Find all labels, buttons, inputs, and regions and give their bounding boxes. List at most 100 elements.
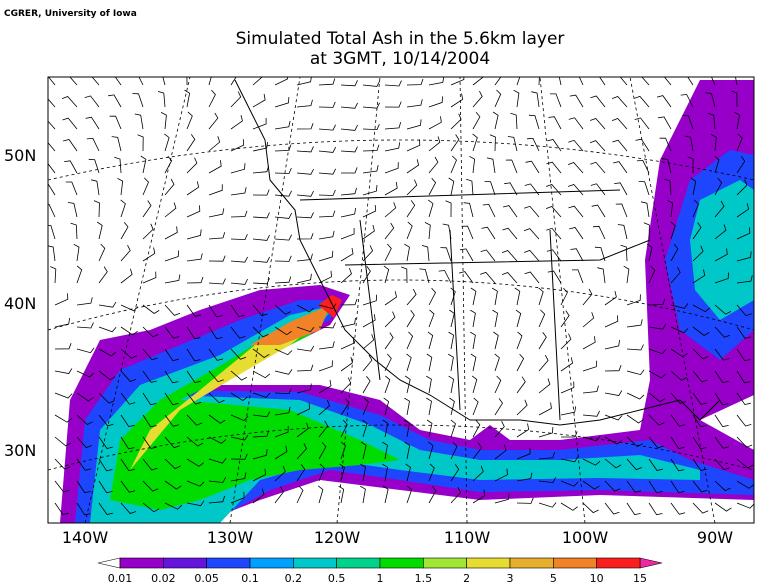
wind-barb	[384, 222, 395, 240]
wind-barb	[138, 77, 144, 86]
wind-barb	[548, 116, 562, 130]
wind-barb	[208, 458, 227, 464]
wind-barb	[401, 266, 408, 284]
wind-barb	[692, 245, 704, 262]
wind-barb	[384, 332, 394, 350]
wind-barb	[76, 392, 94, 402]
wind-barb	[208, 477, 227, 483]
wind-barb	[670, 326, 689, 334]
wind-barb	[384, 375, 391, 394]
wind-barb	[384, 121, 402, 130]
wind-barb	[362, 204, 377, 218]
wind-barb	[472, 90, 483, 108]
wind-barb	[692, 392, 707, 405]
wind-barb	[230, 139, 245, 152]
wind-barb	[85, 116, 100, 130]
wind-barb	[48, 120, 56, 130]
wind-barb	[626, 436, 643, 447]
wind-barb	[91, 77, 100, 86]
wind-barb	[186, 304, 202, 317]
wind-barb	[208, 136, 221, 152]
wind-barb	[142, 200, 152, 218]
wind-barb	[164, 226, 178, 240]
wind-barb	[560, 333, 572, 350]
wind-barb	[450, 441, 458, 460]
wind-barb	[734, 111, 740, 130]
wind-barb	[731, 90, 738, 108]
wind-barb	[736, 133, 743, 152]
wind-barb	[186, 500, 205, 507]
wind-barb	[428, 96, 443, 108]
wind-barb	[274, 96, 290, 108]
wind-barb	[48, 224, 56, 240]
wind-barb	[208, 414, 226, 424]
wind-barb	[98, 436, 113, 449]
wind-barb	[164, 370, 179, 384]
wind-barb	[714, 155, 720, 174]
wind-barb	[670, 502, 686, 515]
wind-barb	[736, 480, 754, 489]
wind-barb	[568, 117, 584, 130]
wind-barb	[98, 458, 113, 472]
wind-barb	[472, 111, 481, 130]
wind-barb	[578, 77, 584, 86]
wind-barb	[48, 203, 56, 218]
wind-barb	[384, 142, 401, 152]
wind-barb	[120, 414, 135, 428]
wind-barb	[54, 502, 69, 515]
wind-barb	[208, 77, 212, 86]
wind-barb	[406, 288, 417, 306]
wind-barb	[538, 309, 546, 328]
wind-barb	[472, 133, 478, 152]
wind-barb	[648, 502, 663, 516]
wind-barb	[648, 436, 664, 449]
wind-barb	[108, 94, 122, 108]
wind-barb	[62, 117, 78, 130]
wind-barb	[692, 326, 710, 336]
wind-barb	[546, 249, 562, 262]
wind-barb	[48, 163, 56, 174]
wind-barb	[274, 445, 288, 460]
wind-barb	[493, 331, 499, 350]
wind-barb	[538, 402, 552, 416]
wind-barb	[162, 77, 166, 86]
wind-barb	[680, 94, 694, 108]
wind-barb	[208, 89, 216, 108]
wind-barb	[450, 419, 456, 438]
wind-barb	[670, 243, 679, 262]
wind-barb	[109, 115, 122, 130]
wind-barb	[714, 326, 731, 338]
wind-barb	[96, 221, 103, 240]
wind-barb	[448, 331, 455, 350]
wind-barb	[164, 348, 179, 362]
wind-barb	[705, 92, 716, 108]
wind-barb	[142, 326, 159, 338]
wind-barb	[274, 426, 289, 438]
wind-barb	[318, 463, 325, 482]
wind-barb	[406, 99, 423, 108]
wind-barb	[736, 203, 750, 218]
wind-barb	[114, 77, 122, 86]
wind-barb	[447, 353, 454, 372]
wind-barb	[98, 301, 117, 308]
wind-barb	[714, 414, 729, 428]
wind-barb	[615, 203, 628, 218]
wind-barb	[252, 488, 265, 504]
wind-barb	[692, 304, 711, 313]
wind-barb	[404, 441, 411, 460]
wind-barb	[538, 378, 551, 394]
wind-barb	[736, 179, 748, 196]
wind-barb	[142, 414, 157, 428]
wind-barb	[643, 222, 650, 240]
wind-barb	[711, 77, 716, 86]
wind-barb	[516, 331, 523, 350]
wind-barb	[471, 375, 478, 394]
wind-barb	[382, 485, 389, 504]
wind-barb	[384, 353, 392, 372]
wind-barb	[98, 326, 117, 333]
wind-barb	[296, 402, 311, 416]
wind-barb	[114, 156, 122, 174]
coastlines	[234, 79, 721, 426]
wind-barb	[582, 360, 598, 372]
wind-barb	[164, 458, 181, 470]
